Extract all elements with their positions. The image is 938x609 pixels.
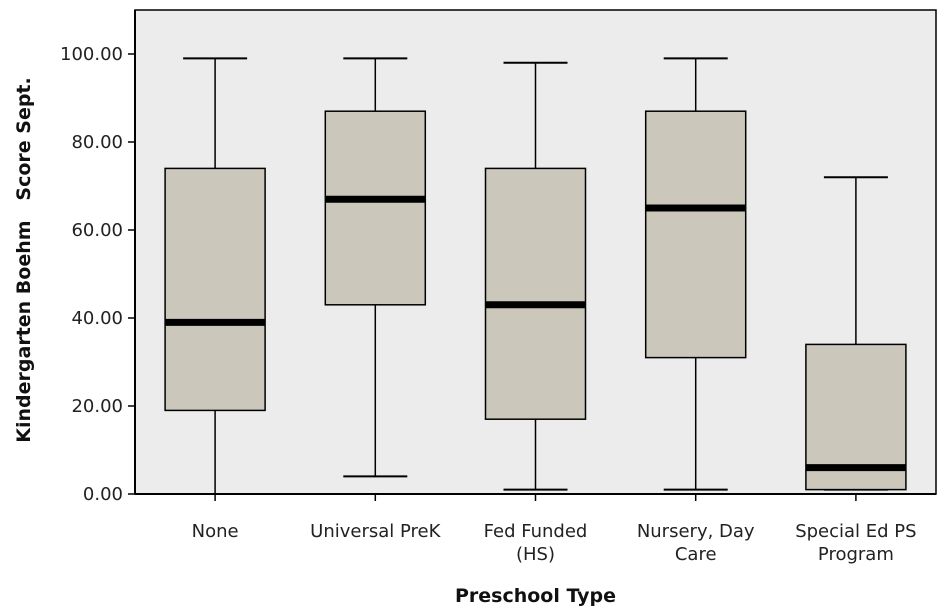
x-tick-label-line: Program xyxy=(818,544,894,565)
y-tick-label: 100.00 xyxy=(60,44,123,65)
iqr-box xyxy=(484,167,587,420)
x-tick-label-line: Nursery, Day xyxy=(637,521,755,542)
x-tick-label-line: Care xyxy=(675,544,717,565)
y-tick-label: 0.00 xyxy=(83,484,123,505)
y-axis-title: Kindergarten Boehm Score Sept. xyxy=(13,77,35,442)
x-tick-label: Fed Funded (HS) xyxy=(484,521,588,565)
x-tick-label: Universal PreK xyxy=(310,521,441,542)
box-1 xyxy=(164,57,266,495)
x-tick-label: None xyxy=(192,521,239,542)
y-tick-label: 40.00 xyxy=(71,308,123,329)
box-5 xyxy=(805,176,907,491)
box-4 xyxy=(644,57,747,491)
x-tick-label: Special Ed PS Program xyxy=(795,521,916,565)
x-tick-label-line: Special Ed PS xyxy=(795,521,916,542)
iqr-box xyxy=(644,110,747,359)
x-axis-title: Preschool Type xyxy=(455,585,616,607)
y-tick-label: 80.00 xyxy=(71,132,123,153)
x-tick-label-line: (HS) xyxy=(516,544,555,565)
y-tick-label: 20.00 xyxy=(71,396,123,417)
x-tick-label-line: Universal PreK xyxy=(310,521,441,542)
box-3 xyxy=(484,61,587,491)
x-axis-ticks: None Universal PreK Fed Funded (HS) Nursery,… xyxy=(192,494,917,565)
iqr-box xyxy=(164,167,266,412)
box-2 xyxy=(324,57,427,478)
x-tick-label-line: Fed Funded xyxy=(484,521,588,542)
y-axis-ticks: 0.00 20.00 40.00 60.00 80.00 100.00 xyxy=(60,44,135,505)
boxes-group xyxy=(164,57,907,495)
y-tick-label: 60.00 xyxy=(71,220,123,241)
x-tick-label-line: None xyxy=(192,521,239,542)
iqr-box xyxy=(324,110,427,306)
x-tick-label: Nursery, Day Care xyxy=(637,521,755,565)
